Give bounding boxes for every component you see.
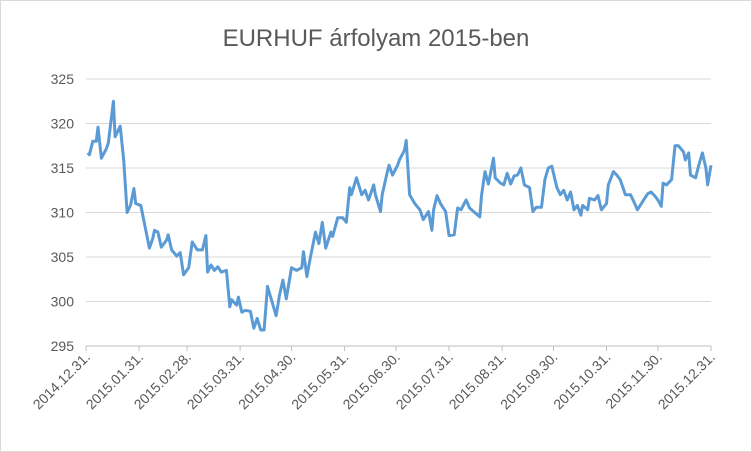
y-tick-label: 325	[51, 71, 75, 87]
line-series	[86, 99, 713, 332]
y-tick-label: 315	[51, 160, 75, 176]
y-tick-label: 320	[51, 116, 75, 132]
y-tick-label: 300	[51, 294, 75, 310]
y-tick-label: 305	[51, 249, 75, 265]
y-tick-label: 295	[51, 338, 75, 354]
chart-title: EURHUF árfolyam 2015-ben	[223, 25, 530, 52]
y-tick-label: 310	[51, 205, 75, 221]
